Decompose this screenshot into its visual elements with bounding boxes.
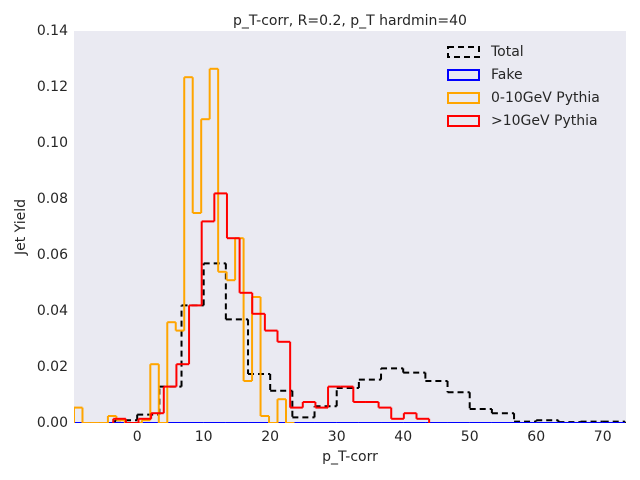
y-tick-label: 0.14: [37, 23, 68, 39]
x-tick-label: 70: [594, 429, 612, 445]
x-tick-label: 10: [195, 429, 213, 445]
legend-label: Fake: [491, 67, 523, 83]
legend: Total Fake 0-10GeV Pythia >10GeV Pythia: [447, 44, 600, 129]
y-tick-label: 0.10: [37, 135, 68, 151]
legend-label: >10GeV Pythia: [491, 113, 598, 129]
y-tick-label: 0.00: [37, 415, 68, 431]
x-tick-label: 20: [261, 429, 279, 445]
legend-swatch: [447, 115, 480, 127]
x-tick-label: 0: [133, 429, 142, 445]
legend-swatch: [447, 69, 480, 81]
y-tick-label: 0.04: [37, 303, 68, 319]
plot-area: [74, 31, 626, 423]
y-axis-label: Jet Yield: [13, 199, 29, 256]
x-tick-label: 60: [527, 429, 545, 445]
x-tick-label: 40: [394, 429, 412, 445]
legend-label: Total: [490, 44, 524, 60]
x-axis-label: p_T-corr: [322, 449, 378, 465]
legend-label: 0-10GeV Pythia: [491, 90, 600, 106]
legend-swatch: [447, 46, 480, 58]
y-tick-label: 0.06: [37, 247, 68, 263]
marks: [74, 67, 626, 423]
y-tick-label: 0.12: [37, 79, 68, 95]
legend-swatch: [447, 92, 480, 104]
chart-title: p_T-corr, R=0.2, p_T hardmin=40: [233, 13, 467, 29]
y-tick-label: 0.08: [37, 191, 68, 207]
y-tick-label: 0.02: [37, 359, 68, 375]
x-tick-label: 50: [461, 429, 479, 445]
x-tick-label: 30: [328, 429, 346, 445]
